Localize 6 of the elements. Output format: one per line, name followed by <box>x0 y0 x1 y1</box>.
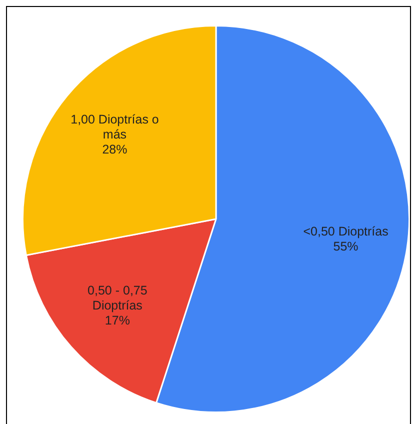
data-label: 55% <box>333 240 358 254</box>
data-label: 17% <box>104 313 130 328</box>
data-label: 28% <box>102 142 128 157</box>
slice-label: <0,50 Dioptrías <box>303 224 388 239</box>
slice-label: 1,00 Dioptrías o más <box>70 112 159 142</box>
slice-label: 0,50 - 0,75 Dioptrías <box>88 283 148 312</box>
